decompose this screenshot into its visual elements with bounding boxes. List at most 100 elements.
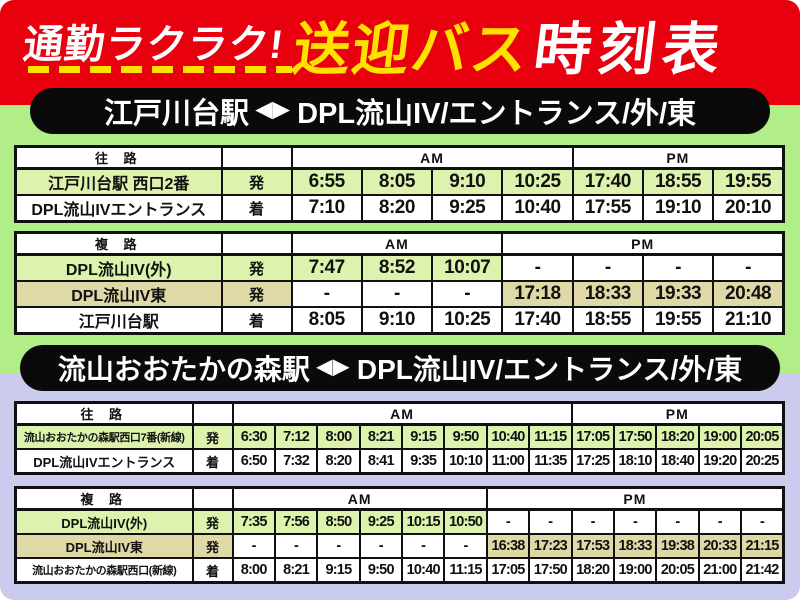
title-timetable: 時刻表 [530,18,731,82]
dash-cell: - [358,533,404,559]
time-cell: 19:00 [612,557,658,584]
direction-label: 複 路 [14,231,223,256]
time-cell: 8:21 [358,423,404,450]
dash-cell: - [740,508,785,535]
mark-cell: 着 [220,306,293,335]
station-cell: DPL流山IV(外) [14,508,194,535]
time-cell: 17:23 [528,533,573,559]
am-header: AM [231,401,573,426]
time-cell: 7:35 [231,508,276,535]
time-cell: 9:10 [431,167,504,196]
time-cell: 8:20 [316,448,361,475]
time-cell: 19:55 [641,306,715,335]
time-cell: 8:41 [358,448,404,475]
time-cell: 10:40 [485,423,531,450]
direction-label: 往 路 [14,145,223,170]
am-header: AM [290,145,574,170]
time-cell: 8:00 [231,557,276,584]
time-cell: 18:33 [612,533,658,559]
time-cell: 10:40 [501,194,574,223]
dash-cell: - [712,253,785,282]
time-cell: 17:25 [570,448,615,475]
banner-right-destination: DPL流山IV/エントランス/外/東 [356,354,743,385]
time-cell: 10:25 [501,167,574,196]
mark-cell: 発 [191,423,234,450]
timetable-row: DPL流山IVエントランス着 6:50 7:32 8:20 8:41 9:35 10:10 1… [14,448,785,475]
time-cell: 18:33 [571,280,644,308]
pm-header: PM [570,401,785,426]
station-cell: DPL流山IV東 [14,280,223,308]
time-cell: 7:12 [273,423,319,450]
time-cell: 17:05 [570,423,615,450]
station-cell: DPL流山IVエントランス [14,448,194,475]
time-cell: 9:35 [400,448,446,475]
dash-cell: - [443,533,488,559]
pm-header: PM [571,145,785,170]
station-cell: 江戸川台駅 [14,306,223,335]
time-cell: 11:15 [528,423,573,450]
time-cell: 8:05 [360,167,434,196]
dash-cell: - [501,253,574,282]
time-cell: 17:40 [501,306,574,335]
time-cell: 9:50 [358,557,404,584]
title-shuttle-bus: 送迎バス [289,18,534,82]
station-cell: 流山おおたかの森駅西口(新線) [14,557,194,584]
mark-cell: 発 [220,280,293,308]
poster-header: 通勤ラクラク! 送迎バス 時刻表 [0,0,800,105]
time-cell: 10:15 [400,508,446,535]
mark-column-header [191,486,234,511]
tagline-underline-dashes [28,66,292,73]
time-cell: 17:40 [571,167,644,196]
time-cell: 21:00 [697,557,743,584]
timetable-grid: 複 路 AM PM DPL流山IV(外) 発 7:35 7:56 8:50 9:25 10:15 1… [14,486,785,584]
timetable-row: DPL流山IVエントランス着 7:10 8:20 9:25 10:40 17:55 19:1… [14,194,785,223]
timetable-edogawadai-return: 複 路 AM PM DPL流山IV(外) 発 7:47 8:52 10:07- - - - DPL流山… [14,231,785,335]
time-cell: 7:56 [273,508,319,535]
station-cell: DPL流山IV(外) [14,253,223,282]
time-cell: 10:50 [443,508,488,535]
time-cell: 6:50 [231,448,276,475]
time-cell: 20:05 [740,423,785,450]
dash-cell: - [273,533,319,559]
time-cell: 17:50 [612,423,658,450]
time-cell: 10:07 [431,253,504,282]
dash-cell: - [400,533,446,559]
time-cell: 18:55 [641,167,715,196]
direction-arrows-icon: ◀▶ [316,356,350,378]
mark-column-header [191,401,234,426]
dash-cell: - [316,533,361,559]
time-cell: 18:55 [571,306,644,335]
pm-header: PM [501,231,785,256]
time-cell: 19:00 [697,423,743,450]
mark-cell: 発 [191,533,234,559]
time-cell: 11:15 [443,557,488,584]
time-cell: 7:47 [290,253,363,282]
station-cell: 江戸川台駅 西口2番 [14,167,223,196]
dash-cell: - [360,280,434,308]
time-cell: 9:15 [400,423,446,450]
am-header: AM [290,231,504,256]
time-cell: 7:32 [273,448,319,475]
banner-left-station: 江戸川台駅 [103,98,249,130]
time-cell: 10:25 [431,306,504,335]
route-banner-otakanomori: 流山おおたかの森駅 ◀▶ DPL流山IV/エントランス/外/東 [20,345,780,391]
timetable-header-row: 複 路 AM PM [14,231,785,256]
time-cell: 9:50 [443,423,488,450]
time-cell: 18:10 [612,448,658,475]
time-cell: 18:20 [655,423,700,450]
direction-label: 往 路 [14,401,194,426]
mark-column-header [220,145,293,170]
time-cell: 18:40 [655,448,700,475]
poster-title: 送迎バス 時刻表 [289,4,732,86]
time-cell: 17:05 [485,557,531,584]
time-cell: 10:10 [443,448,488,475]
pm-header: PM [485,486,785,511]
route-banner-edogawadai: 江戸川台駅 ◀▶ DPL流山IV/エントランス/外/東 [30,88,770,134]
dash-cell: - [655,508,700,535]
timetable-otakanomori-return: 複 路 AM PM DPL流山IV(外) 発 7:35 7:56 8:50 9:25 10:15 1… [14,486,785,584]
station-cell: 流山おおたかの森駅西口7番(新線) [14,423,194,450]
mark-cell: 着 [220,194,293,223]
mark-cell: 発 [220,167,293,196]
dash-cell: - [641,253,715,282]
dash-cell: - [528,508,573,535]
